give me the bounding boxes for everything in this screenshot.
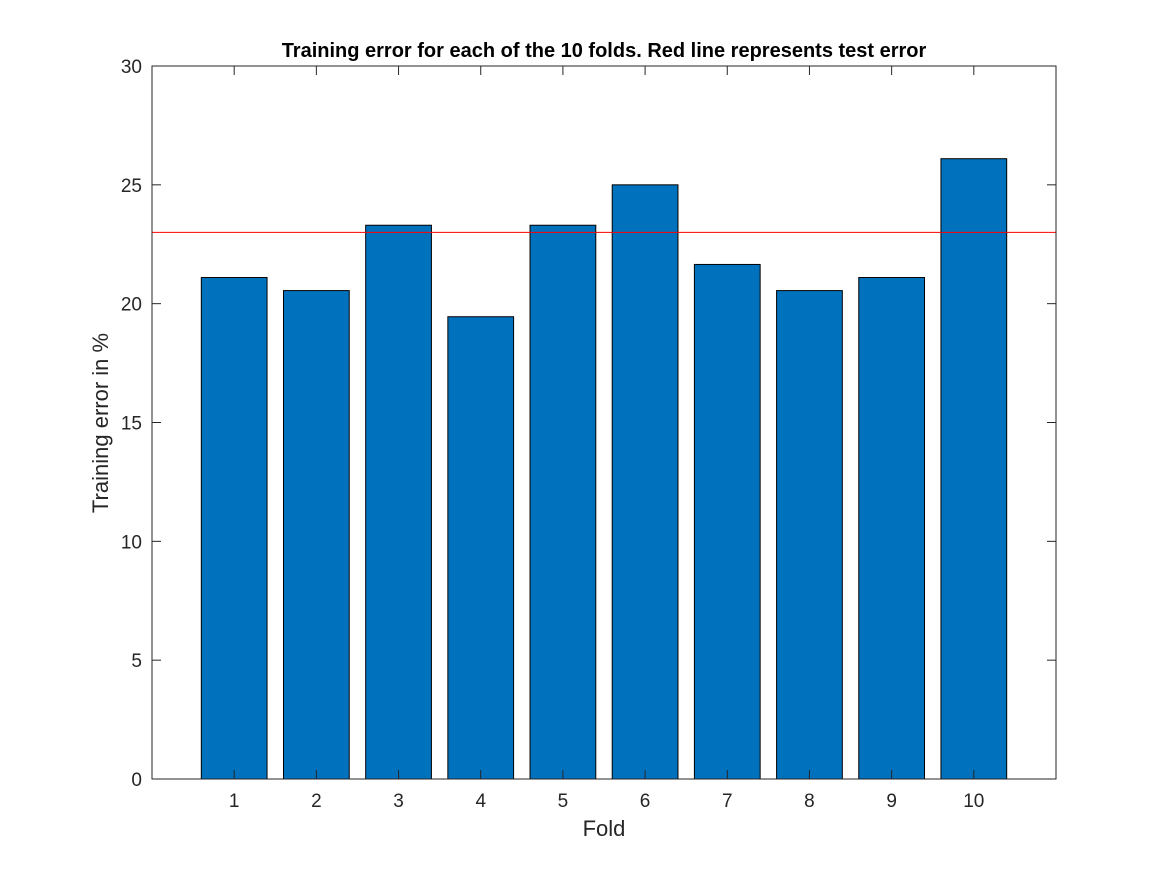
x-tick-label-8: 8 [804,791,815,812]
x-tick-label-5: 5 [558,791,569,812]
y-axis-label: Training error in % [88,333,113,513]
x-tick-label-9: 9 [886,791,897,812]
x-tick-label-7: 7 [722,791,733,812]
y-tick-label-0: 0 [131,770,142,791]
y-tick-label-10: 10 [121,532,142,553]
bars-group [200,158,1008,780]
y-axis-ticks: 0 5 10 15 20 25 30 [121,57,1056,791]
bar-fold-3 [365,224,432,780]
x-tick-label-2: 2 [311,791,322,812]
bar-fold-10 [940,158,1008,780]
bar-fold-4 [447,316,515,780]
chart-title: Training error for each of the 10 folds.… [282,40,927,62]
bar-fold-7 [693,263,761,780]
x-tick-label-3: 3 [393,791,404,812]
x-tick-label-6: 6 [640,791,651,812]
bar-fold-6 [611,184,679,780]
x-tick-label-1: 1 [229,791,240,812]
bar-fold-5 [529,224,597,780]
x-tick-label-10: 10 [963,791,984,812]
bar-fold-9 [858,277,926,780]
axes-box [151,65,1057,780]
y-tick-label-30: 30 [121,57,142,78]
y-tick-label-5: 5 [131,651,142,672]
x-axis-label: Fold [583,816,626,841]
y-tick-label-15: 15 [121,414,142,435]
bar-fold-2 [282,290,350,780]
x-tick-label-4: 4 [475,791,486,812]
x-axis-ticks: 1 2 3 4 5 6 7 8 9 10 [229,66,984,812]
y-tick-label-25: 25 [121,176,142,197]
y-tick-label-20: 20 [121,295,142,316]
bar-fold-1 [200,277,268,780]
bar-fold-8 [776,290,843,780]
